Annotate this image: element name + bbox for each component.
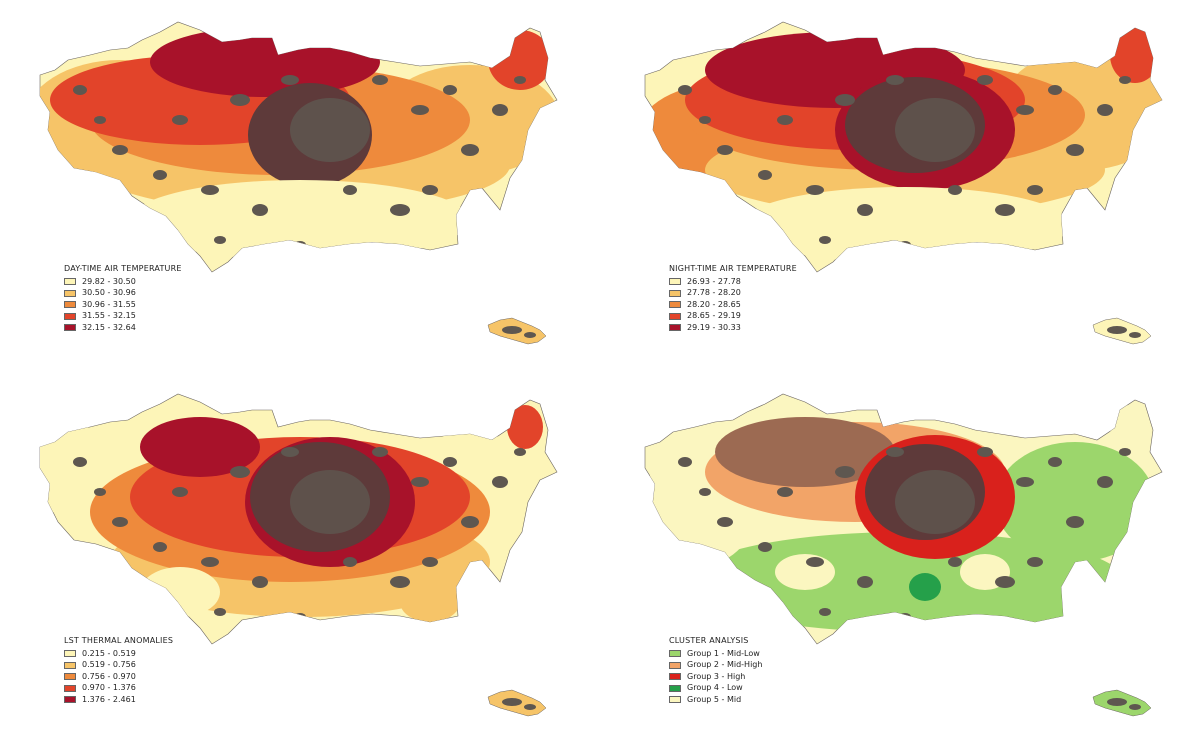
legend-row: 31.55 - 32.15 [64, 311, 182, 323]
legend-swatch [64, 301, 76, 309]
map-daytime [39, 21, 558, 345]
legend-row: 27.78 - 28.20 [669, 288, 797, 300]
urban-areas [73, 75, 526, 249]
legend-label: 1.376 - 2.461 [82, 694, 136, 704]
legend-row: 30.96 - 31.55 [64, 299, 182, 311]
map-panel-nighttime: NIGHT-TIME AIR TEMPERATURE 26.93 - 27.78… [605, 0, 1200, 375]
legend-swatch [669, 289, 681, 297]
legend-swatch [669, 673, 681, 681]
legend-row: 28.65 - 29.19 [669, 311, 797, 323]
legend-swatch [669, 324, 681, 332]
legend-label: 0.756 - 0.970 [82, 671, 136, 681]
urban-areas [678, 75, 1131, 249]
legend-swatch [669, 696, 681, 704]
legend-title: DAY-TIME AIR TEMPERATURE [64, 264, 182, 273]
legend-swatch [64, 289, 76, 297]
legend-row: Group 2 - Mid-High [669, 660, 762, 672]
legend-swatch [64, 673, 76, 681]
enclave-island [487, 317, 547, 345]
legend-swatch [64, 312, 76, 320]
legend-swatch [669, 301, 681, 309]
legend-row: 29.82 - 30.50 [64, 276, 182, 288]
legend-label: Group 1 - Mid-Low [687, 648, 760, 658]
legend-swatch [64, 324, 76, 332]
legend-label: 30.50 - 30.96 [82, 288, 136, 298]
legend-cluster: CLUSTER ANALYSIS Group 1 - Mid-Low Group… [669, 637, 762, 706]
legend-row: 26.93 - 27.78 [669, 276, 797, 288]
legend-label: 32.15 - 32.64 [82, 322, 136, 332]
legend-row: Group 5 - Mid [669, 694, 762, 706]
temperature-zones [40, 27, 557, 260]
legend-label: 29.82 - 30.50 [82, 276, 136, 286]
legend-swatch [669, 684, 681, 692]
legend-title: CLUSTER ANALYSIS [669, 636, 749, 645]
legend-swatch [64, 278, 76, 286]
legend-row: 0.519 - 0.756 [64, 660, 173, 672]
map-panel-lst: LST THERMAL ANOMALIES 0.215 - 0.519 0.51… [0, 372, 600, 747]
map-panel-cluster: CLUSTER ANALYSIS Group 1 - Mid-Low Group… [605, 372, 1200, 747]
anomaly-zones [40, 405, 543, 622]
legend-label: Group 3 - High [687, 671, 746, 681]
legend-title: NIGHT-TIME AIR TEMPERATURE [669, 264, 797, 273]
legend-label: 30.96 - 31.55 [82, 299, 136, 309]
legend-label: 26.93 - 27.78 [687, 276, 741, 286]
legend-swatch [64, 661, 76, 669]
legend-swatch [64, 684, 76, 692]
legend-swatch [669, 312, 681, 320]
legend-swatch [669, 650, 681, 658]
legend-label: Group 2 - Mid-High [687, 660, 763, 670]
legend-row: 29.19 - 30.33 [669, 322, 797, 334]
legend-label: 0.519 - 0.756 [82, 660, 136, 670]
legend-swatch [64, 696, 76, 704]
map-nighttime [644, 21, 1163, 345]
legend-row: Group 1 - Mid-Low [669, 648, 762, 660]
legend-lst: LST THERMAL ANOMALIES 0.215 - 0.519 0.51… [64, 637, 173, 706]
enclave-island [1092, 689, 1152, 717]
legend-row: 32.15 - 32.64 [64, 322, 182, 334]
legend-label: 27.78 - 28.20 [687, 288, 741, 298]
legend-row: Group 3 - High [669, 671, 762, 683]
legend-label: 28.65 - 29.19 [687, 311, 741, 321]
legend-title: LST THERMAL ANOMALIES [64, 636, 174, 645]
enclave-island [487, 689, 547, 717]
legend-label: 0.970 - 1.376 [82, 683, 136, 693]
legend-daytime: DAY-TIME AIR TEMPERATURE 29.82 - 30.50 3… [64, 265, 182, 334]
legend-row: Group 4 - Low [669, 683, 762, 695]
legend-label: Group 5 - Mid [687, 694, 742, 704]
legend-row: 28.20 - 28.65 [669, 299, 797, 311]
enclave-island [1092, 317, 1152, 345]
legend-swatch [669, 278, 681, 286]
cluster-zones [645, 405, 1155, 632]
legend-row: 0.756 - 0.970 [64, 671, 173, 683]
legend-row: 1.376 - 2.461 [64, 694, 173, 706]
legend-label: 31.55 - 32.15 [82, 311, 136, 321]
map-lst [39, 393, 558, 717]
legend-row: 0.215 - 0.519 [64, 648, 173, 660]
urban-areas [73, 447, 526, 621]
legend-row: 0.970 - 1.376 [64, 683, 173, 695]
map-panel-daytime: DAY-TIME AIR TEMPERATURE 29.82 - 30.50 3… [0, 0, 600, 375]
map-cluster [644, 393, 1163, 717]
legend-swatch [64, 650, 76, 658]
legend-row: 30.50 - 30.96 [64, 288, 182, 300]
legend-label: Group 4 - Low [687, 683, 743, 693]
legend-label: 28.20 - 28.65 [687, 299, 741, 309]
legend-swatch [669, 661, 681, 669]
legend-nighttime: NIGHT-TIME AIR TEMPERATURE 26.93 - 27.78… [669, 265, 797, 334]
legend-label: 0.215 - 0.519 [82, 648, 136, 658]
legend-label: 29.19 - 30.33 [687, 322, 741, 332]
